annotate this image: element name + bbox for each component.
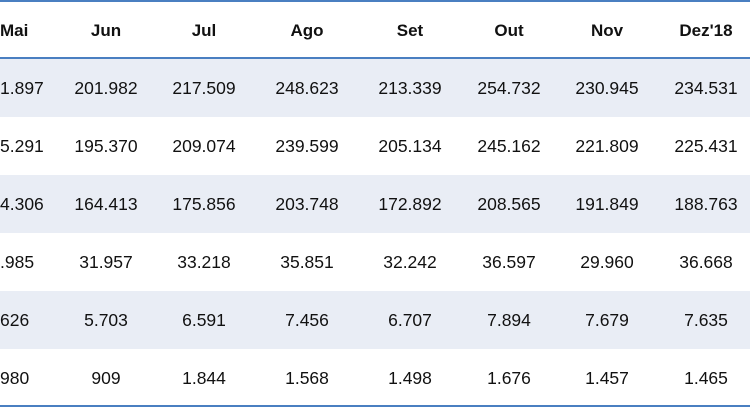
- table-cell: 32.242: [383, 252, 437, 272]
- table-cell: 248.623: [275, 78, 339, 98]
- table-cell: 201.982: [74, 78, 138, 98]
- table-cell: 208.565: [477, 194, 541, 214]
- table-row: 1.897 201.982 217.509 248.623 213.339 254.732…: [0, 59, 750, 117]
- table-cell: .985: [0, 252, 35, 272]
- table-cell: 1.897: [0, 78, 44, 98]
- header-row: Mai Jun Jul Ago Set Out Nov Dez'18: [0, 2, 750, 60]
- table-cell: 6.591: [182, 310, 226, 330]
- table-row: 980 909 1.844 1.568 1.498 1.676 1.457 1.465: [0, 349, 750, 407]
- table-cell: Jun: [90, 21, 122, 40]
- table-cell: 209.074: [172, 136, 236, 156]
- table-cell: 217.509: [172, 78, 236, 98]
- table-cell: 164.413: [74, 194, 138, 214]
- table-row: .985 31.957 33.218 35.851 32.242 36.597 29.960…: [0, 233, 750, 291]
- table-cell: Mai: [0, 21, 29, 40]
- table-cell: 5.291: [0, 136, 44, 156]
- table-cell: 1.498: [388, 368, 432, 388]
- table-cell: 4.306: [0, 194, 44, 214]
- table-cell: 175.856: [172, 194, 236, 214]
- table-cell: 254.732: [477, 78, 541, 98]
- table-cell: 5.703: [84, 310, 128, 330]
- table-cell: 221.809: [575, 136, 639, 156]
- table-cell: 172.892: [378, 194, 442, 214]
- table-cell: 1.568: [285, 368, 329, 388]
- table-cell: 909: [91, 368, 121, 388]
- table-cell: 213.339: [378, 78, 442, 98]
- table-cell: 29.960: [580, 252, 634, 272]
- table-cell: 7.456: [285, 310, 329, 330]
- table-cell: 35.851: [280, 252, 334, 272]
- table-cell: 31.957: [79, 252, 133, 272]
- table-cell: 7.679: [585, 310, 629, 330]
- table-cell: 245.162: [477, 136, 541, 156]
- table-cell: 7.894: [487, 310, 531, 330]
- table-cell: 6.707: [388, 310, 432, 330]
- table-row: 5.291 195.370 209.074 239.599 205.134 245.162…: [0, 117, 750, 175]
- table-cell: 7.635: [684, 310, 728, 330]
- table-cell: 36.668: [679, 252, 733, 272]
- table-cell: 1.457: [585, 368, 629, 388]
- table-cell: 1.676: [487, 368, 531, 388]
- table-row: 4.306 164.413 175.856 203.748 172.892 208.565…: [0, 175, 750, 233]
- table-cell: Out: [494, 21, 524, 40]
- table-row: 626 5.703 6.591 7.456 6.707 7.894 7.679 7.635: [0, 291, 750, 349]
- table-cell: 203.748: [275, 194, 339, 214]
- table-cell: 188.763: [674, 194, 738, 214]
- table-cell: 1.844: [182, 368, 226, 388]
- header-border: [0, 57, 750, 59]
- table-cell: 36.597: [482, 252, 536, 272]
- table-cell: 239.599: [275, 136, 339, 156]
- table-cell: Dez'18: [679, 21, 733, 40]
- table-cell: Nov: [590, 21, 624, 40]
- table-cell: 205.134: [378, 136, 442, 156]
- top-border: [0, 0, 750, 2]
- table-cell: 980: [0, 368, 30, 388]
- table-cell: 33.218: [177, 252, 231, 272]
- table-cell: 225.431: [674, 136, 738, 156]
- table-cell: 1.465: [684, 368, 728, 388]
- table-cell: 191.849: [575, 194, 639, 214]
- bottom-border: [0, 405, 750, 407]
- table-cell: 230.945: [575, 78, 639, 98]
- table-cell: 234.531: [674, 78, 738, 98]
- table-cell: Ago: [290, 21, 324, 40]
- table-cell: Jul: [191, 21, 217, 40]
- table-cell: 626: [0, 310, 30, 330]
- table-cell: Set: [396, 21, 424, 40]
- table-cell: 195.370: [74, 136, 138, 156]
